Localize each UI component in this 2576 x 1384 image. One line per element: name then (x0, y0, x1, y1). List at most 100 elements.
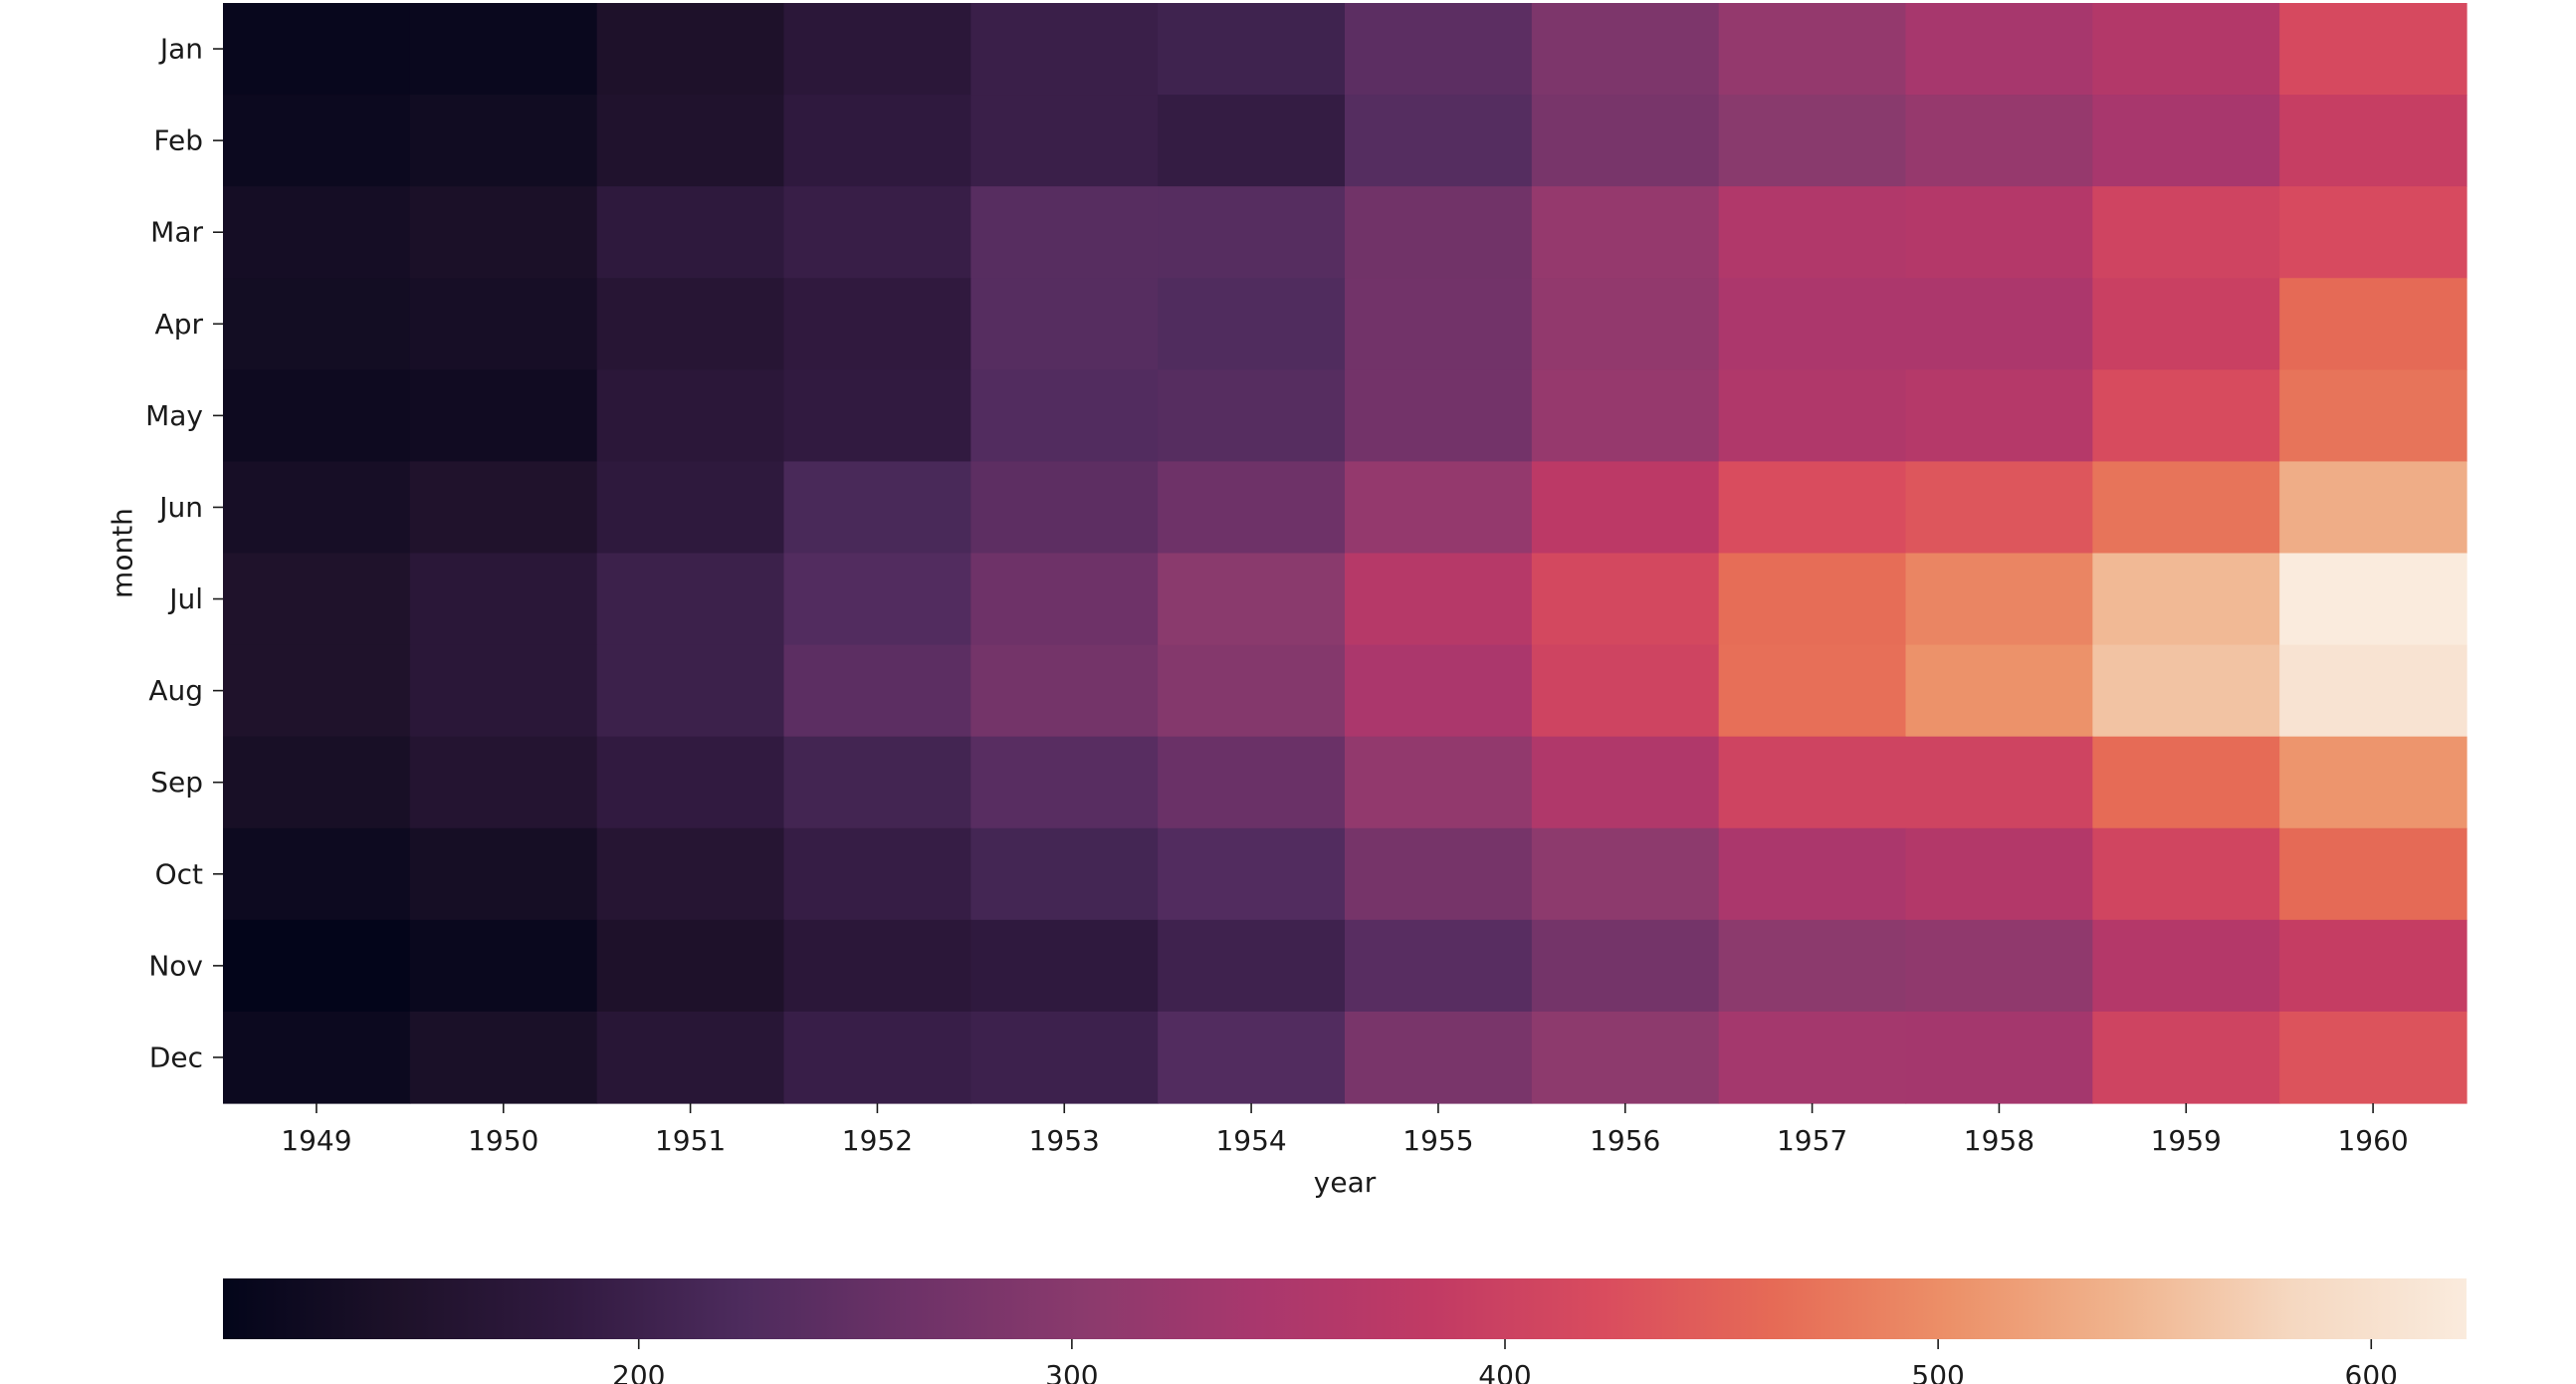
heatmap-cell-dec-1958 (1905, 1011, 2093, 1104)
y-tick-label: Jan (158, 33, 203, 66)
heatmap-cell-jun-1950 (409, 461, 598, 555)
heatmap-cell-may-1960 (2279, 369, 2468, 463)
heatmap-cell-jan-1956 (1531, 3, 1720, 96)
heatmap-cell-aug-1956 (1531, 644, 1720, 738)
heatmap-cell-apr-1957 (1718, 278, 1907, 370)
heatmap-cell-mar-1958 (1905, 186, 2093, 279)
colorbar-tick-label: 200 (612, 1359, 665, 1384)
heatmap-cell-jan-1960 (2279, 3, 2468, 96)
heatmap-cell-jun-1960 (2279, 461, 2468, 555)
heatmap-cell-sep-1958 (1905, 736, 2093, 829)
heatmap-cell-mar-1952 (783, 186, 971, 279)
heatmap-cell-nov-1959 (2092, 919, 2280, 1013)
heatmap-cell-sep-1956 (1531, 736, 1720, 829)
heatmap-cell-dec-1960 (2279, 1011, 2468, 1104)
heatmap-cell-jun-1957 (1718, 461, 1907, 555)
heatmap-cell-apr-1949 (223, 278, 411, 370)
heatmap-cell-apr-1950 (409, 278, 598, 370)
heatmap-cell-jul-1949 (223, 553, 411, 646)
heatmap-cell-apr-1955 (1345, 278, 1533, 370)
heatmap-cell-feb-1956 (1531, 95, 1720, 187)
heatmap-cell-dec-1952 (783, 1011, 971, 1104)
colorbar-ticks: 200 300 400 500 600 (612, 1339, 2398, 1384)
heatmap-cell-jul-1954 (1158, 553, 1346, 646)
heatmap-cell-jan-1957 (1718, 3, 1907, 96)
heatmap-cell-sep-1959 (2092, 736, 2280, 829)
colorbar-tick-label: 500 (1911, 1359, 1964, 1384)
heatmap-cell-mar-1953 (970, 186, 1159, 279)
heatmap-cell-apr-1956 (1531, 278, 1720, 370)
heatmap-cell-jun-1956 (1531, 461, 1720, 555)
heatmap-cell-jan-1952 (783, 3, 971, 96)
heatmap-cell-mar-1949 (223, 186, 411, 279)
heatmap-cell-oct-1950 (409, 827, 598, 921)
heatmap-cell-jul-1952 (783, 553, 971, 646)
heatmap-cell-sep-1955 (1345, 736, 1533, 829)
heatmap-cell-aug-1954 (1158, 644, 1346, 738)
heatmap-cell-oct-1960 (2279, 827, 2468, 921)
heatmap-cell-dec-1954 (1158, 1011, 1346, 1104)
heatmap-cell-aug-1949 (223, 644, 411, 738)
y-tick-labels: Jan Feb Mar Apr May Jun Jul Aug Sep Oct Nov Dec (145, 33, 223, 1073)
heatmap-cell-jun-1958 (1905, 461, 2093, 555)
x-axis-label: year (1314, 1166, 1377, 1199)
colorbar (223, 1278, 2467, 1339)
heatmap-cell-jul-1951 (596, 553, 785, 646)
heatmap-cell-mar-1950 (409, 186, 598, 279)
heatmap-cell-nov-1952 (783, 919, 971, 1013)
heatmap-cell-jan-1949 (223, 3, 411, 96)
heatmap-cell-nov-1955 (1345, 919, 1533, 1013)
y-tick-label: Apr (155, 308, 204, 341)
heatmap-cell-dec-1949 (223, 1011, 411, 1104)
heatmap-cell-jul-1958 (1905, 553, 2093, 646)
heatmap-cell-jun-1951 (596, 461, 785, 555)
heatmap-cell-feb-1953 (970, 95, 1159, 187)
heatmap-cell-jan-1951 (596, 3, 785, 96)
y-tick-label: Dec (149, 1040, 203, 1073)
heatmap-cell-may-1953 (970, 369, 1159, 463)
x-tick-labels: 1949 1950 1951 1952 1953 1954 1955 1956 1957 1958… (281, 1103, 2409, 1157)
heatmap-cell-aug-1955 (1345, 644, 1533, 738)
y-tick-label: Aug (148, 674, 203, 707)
heatmap-cell-aug-1959 (2092, 644, 2280, 738)
heatmap-cell-mar-1955 (1345, 186, 1533, 279)
heatmap-cell-oct-1954 (1158, 827, 1346, 921)
x-tick-label: 1959 (2151, 1124, 2222, 1157)
heatmap-cell-may-1959 (2092, 369, 2280, 463)
heatmap-cell-jun-1953 (970, 461, 1159, 555)
heatmap-cell-aug-1951 (596, 644, 785, 738)
heatmap-cell-may-1951 (596, 369, 785, 463)
x-tick-label: 1956 (1590, 1124, 1660, 1157)
heatmap-cell-sep-1951 (596, 736, 785, 829)
heatmap-cell-oct-1959 (2092, 827, 2280, 921)
heatmap-cell-feb-1957 (1718, 95, 1907, 187)
heatmap-cell-aug-1957 (1718, 644, 1907, 738)
heatmap-cell-jan-1954 (1158, 3, 1346, 96)
heatmap-cell-oct-1949 (223, 827, 411, 921)
x-tick-label: 1949 (281, 1124, 351, 1157)
heatmap-cell-mar-1951 (596, 186, 785, 279)
x-tick-label: 1952 (842, 1124, 913, 1157)
heatmap-cell-jul-1955 (1345, 553, 1533, 646)
y-tick-label: Mar (150, 216, 203, 249)
heatmap-cell-jun-1952 (783, 461, 971, 555)
heatmap-cell-nov-1954 (1158, 919, 1346, 1013)
heatmap-cell-jan-1959 (2092, 3, 2280, 96)
heatmap-cell-oct-1955 (1345, 827, 1533, 921)
heatmap-cell-sep-1954 (1158, 736, 1346, 829)
heatmap-cell-aug-1953 (970, 644, 1159, 738)
heatmap-cell-feb-1960 (2279, 95, 2468, 187)
heatmap-cell-jun-1959 (2092, 461, 2280, 555)
heatmap-cell-may-1958 (1905, 369, 2093, 463)
heatmap-cell-may-1950 (409, 369, 598, 463)
heatmap-cell-apr-1952 (783, 278, 971, 370)
heatmap-cell-mar-1957 (1718, 186, 1907, 279)
heatmap-cell-dec-1951 (596, 1011, 785, 1104)
heatmap-cell-apr-1959 (2092, 278, 2280, 370)
heatmap-cell-sep-1952 (783, 736, 971, 829)
heatmap-cell-feb-1952 (783, 95, 971, 187)
heatmap-cell-may-1957 (1718, 369, 1907, 463)
heatmap-cell-may-1956 (1531, 369, 1720, 463)
heatmap-cell-jan-1955 (1345, 3, 1533, 96)
